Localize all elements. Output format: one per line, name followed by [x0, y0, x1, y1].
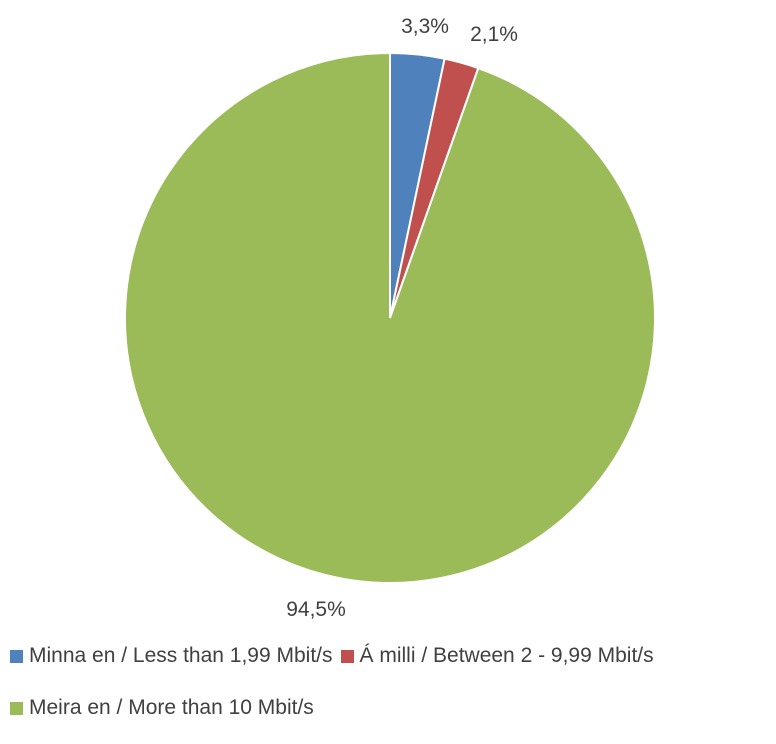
legend-item-less-than-2: Minna en / Less than 1,99 Mbit/s [10, 644, 333, 668]
legend-row-2: Meira en / More than 10 Mbit/s [10, 692, 776, 724]
pie-slice-more-than-10 [124, 51, 656, 584]
data-label-more-than-10: 94,5% [286, 598, 346, 621]
legend-swatch-more-than-10 [10, 701, 23, 715]
legend-item-between-2-10: Á milli / Between 2 - 9,99 Mbit/s [340, 644, 654, 668]
data-labels: 3,3% 2,1% 94,5% [286, 15, 518, 621]
legend-label-less-than-2: Minna en / Less than 1,99 Mbit/s [29, 644, 333, 667]
pie-slices [124, 51, 656, 584]
data-label-between-2-10: 2,1% [470, 23, 518, 46]
legend-item-more-than-10: Meira en / More than 10 Mbit/s [10, 696, 314, 720]
legend: Minna en / Less than 1,99 Mbit/s Á milli… [10, 640, 776, 744]
legend-swatch-between-2-10 [340, 649, 354, 663]
legend-label-more-than-10: Meira en / More than 10 Mbit/s [29, 696, 314, 719]
data-label-less-than-2: 3,3% [401, 15, 449, 38]
legend-row-1: Minna en / Less than 1,99 Mbit/s Á milli… [10, 640, 776, 672]
legend-label-between-2-10: Á milli / Between 2 - 9,99 Mbit/s [359, 644, 654, 667]
legend-swatch-less-than-2 [10, 649, 23, 663]
